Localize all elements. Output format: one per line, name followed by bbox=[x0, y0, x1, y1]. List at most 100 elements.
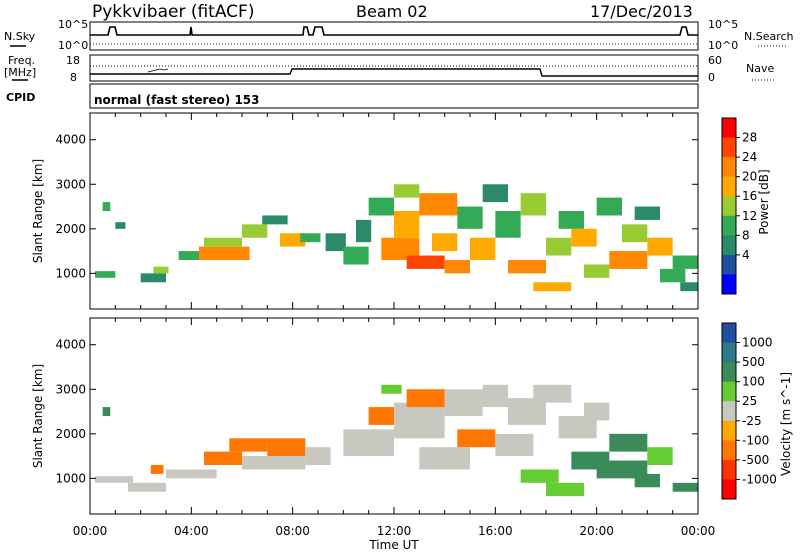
power-colorbar: 28 24 20 16 12 8 4 bbox=[721, 117, 757, 295]
power-x-ticks bbox=[89, 113, 699, 309]
power-colorbar-tick: 20 bbox=[742, 170, 757, 184]
xlabel: Time UT bbox=[368, 538, 419, 552]
power-cell bbox=[115, 222, 126, 229]
nave-label: Nave bbox=[746, 62, 774, 75]
freq-tick-bottom: 8 bbox=[70, 71, 77, 84]
power-cell bbox=[571, 228, 597, 247]
power-cell bbox=[262, 215, 288, 225]
velocity-cell bbox=[95, 476, 134, 483]
power-colorbar-segment bbox=[722, 137, 736, 158]
velocity-cell bbox=[558, 416, 597, 439]
nsky-frame bbox=[89, 21, 699, 51]
power-cell bbox=[482, 184, 508, 203]
velocity-cells bbox=[95, 384, 698, 497]
nsky-tick-bottom: 10^0 bbox=[58, 39, 88, 52]
time-tick-label: 12:00 bbox=[377, 524, 412, 538]
velocity-cell bbox=[229, 438, 268, 452]
power-colorbar-tick: 4 bbox=[742, 248, 750, 262]
velocity-colorbar-tick: 500 bbox=[742, 355, 765, 369]
freq-unit: [MHz] bbox=[4, 66, 36, 79]
power-cell bbox=[204, 237, 242, 247]
velocity-cell bbox=[102, 407, 111, 416]
power-cell bbox=[647, 237, 673, 256]
power-cell bbox=[178, 251, 204, 260]
velocity-cell bbox=[381, 384, 402, 394]
power-cell bbox=[457, 206, 483, 229]
velocity-colorbar-tick: -1000 bbox=[742, 472, 777, 486]
power-cell bbox=[634, 206, 660, 220]
power-cell bbox=[198, 246, 250, 260]
power-cell bbox=[584, 264, 610, 278]
velocity-colorbar-segment bbox=[722, 479, 736, 500]
velocity-ytick-label: 3000 bbox=[55, 382, 86, 396]
power-colorbar-tick: 24 bbox=[742, 150, 757, 164]
velocity-cell bbox=[596, 460, 648, 479]
velocity-cell bbox=[457, 429, 496, 448]
power-cell bbox=[140, 273, 166, 283]
power-ytick-label: 3000 bbox=[55, 177, 86, 191]
power-colorbar-label: Power [dB] bbox=[757, 169, 771, 234]
power-ytick-label: 4000 bbox=[55, 133, 86, 147]
nsky-panel: N.Sky 10^5 10^0 10^5 10^0 N.Search bbox=[4, 18, 794, 52]
velocity-colorbar: 1000 500 100 25 -25 -100 -500 -1000 bbox=[721, 322, 777, 500]
velocity-cell bbox=[128, 482, 166, 492]
power-cell bbox=[153, 266, 169, 274]
power-ylabel: Slant Range [km] bbox=[31, 159, 45, 263]
power-cell bbox=[325, 233, 346, 252]
power-cell bbox=[680, 282, 698, 292]
power-colorbar-segment bbox=[722, 254, 736, 275]
velocity-colorbar-segment bbox=[722, 420, 736, 441]
velocity-ytick-label: 1000 bbox=[55, 471, 86, 485]
power-colorbar-tick: 8 bbox=[742, 228, 750, 242]
cpid-frame bbox=[89, 83, 699, 109]
velocity-colorbar-tick: -500 bbox=[742, 453, 769, 467]
power-colorbar-segment bbox=[722, 215, 736, 236]
velocity-cell bbox=[647, 447, 673, 465]
velocity-cell bbox=[634, 473, 660, 488]
velocity-cell bbox=[672, 482, 698, 492]
velocity-cell bbox=[546, 482, 584, 497]
nave-tick-bottom: 0 bbox=[708, 71, 715, 84]
velocity-cell bbox=[533, 384, 572, 403]
velocity-colorbar-tick: 1000 bbox=[742, 336, 773, 350]
velocity-cell bbox=[305, 447, 331, 465]
power-cell bbox=[419, 193, 458, 216]
velocity-colorbar-tick: -100 bbox=[742, 433, 769, 447]
power-ytick-label: 2000 bbox=[55, 222, 86, 236]
velocity-colorbar-tick: 100 bbox=[742, 375, 765, 389]
power-cell bbox=[533, 282, 572, 292]
power-cell bbox=[508, 260, 546, 274]
power-cell bbox=[622, 224, 648, 243]
velocity-cell bbox=[444, 389, 483, 416]
power-cell bbox=[102, 202, 111, 211]
power-colorbar-segment bbox=[722, 196, 736, 217]
freq-noise bbox=[147, 68, 169, 73]
power-colorbar-segment bbox=[722, 235, 736, 256]
velocity-cell bbox=[520, 469, 559, 483]
velocity-ylabel: Slant Range [km] bbox=[31, 364, 45, 468]
power-cell bbox=[432, 233, 458, 252]
velocity-colorbar-segment bbox=[722, 362, 736, 383]
power-cell bbox=[356, 219, 372, 243]
power-cell bbox=[672, 255, 698, 269]
velocity-y-ticks: 1000 2000 3000 4000 bbox=[55, 338, 698, 485]
velocity-colorbar-segment bbox=[722, 342, 736, 363]
power-cell bbox=[596, 197, 622, 216]
date-title: 17/Dec/2013 bbox=[590, 2, 693, 21]
power-colorbar-tick: 12 bbox=[742, 209, 757, 223]
power-colorbar-tick: 28 bbox=[742, 131, 757, 145]
velocity-cell bbox=[419, 447, 470, 470]
power-colorbar-segment bbox=[722, 274, 736, 295]
power-cell bbox=[406, 255, 445, 269]
power-cell bbox=[660, 268, 686, 283]
power-cell bbox=[444, 260, 470, 274]
velocity-colorbar-segment bbox=[722, 381, 736, 402]
freq-panel: Freq. [MHz] 18 8 60 0 Nave bbox=[4, 54, 774, 84]
velocity-cell bbox=[495, 433, 534, 457]
time-tick-label: 04:00 bbox=[174, 524, 209, 538]
power-cell bbox=[546, 237, 572, 256]
velocity-cell bbox=[609, 433, 648, 452]
power-cell bbox=[300, 233, 321, 243]
power-cell bbox=[495, 211, 521, 238]
time-tick-label: 20:00 bbox=[579, 524, 614, 538]
